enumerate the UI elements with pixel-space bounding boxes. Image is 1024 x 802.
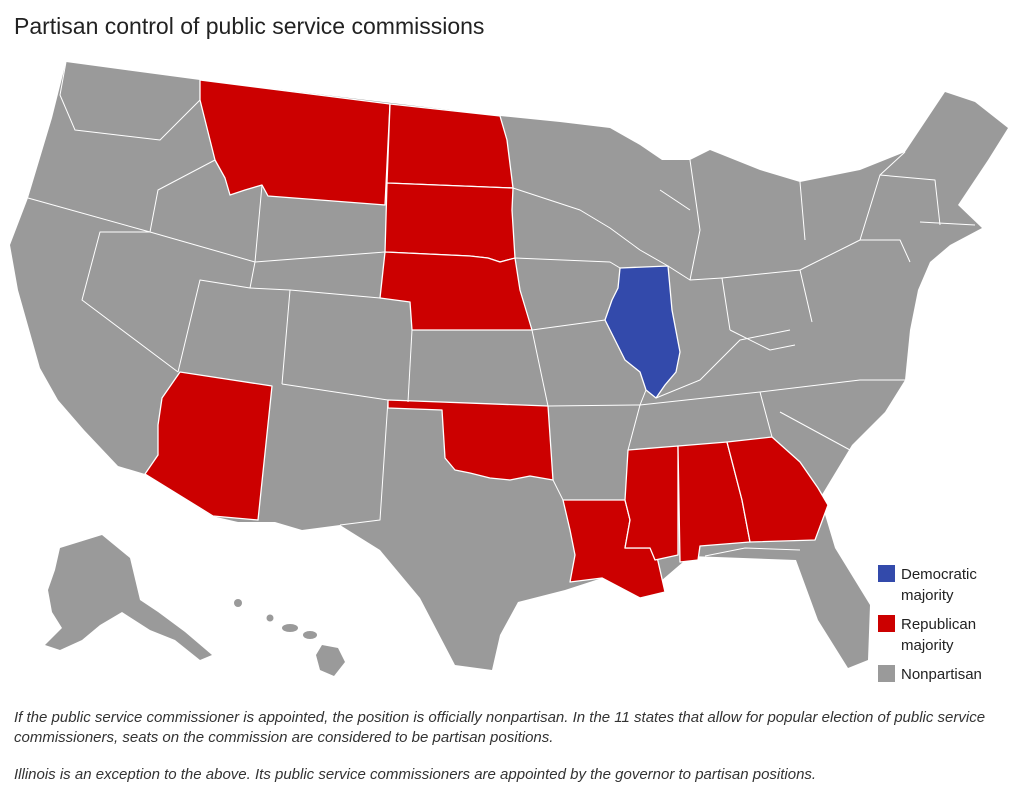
legend-label-nonpartisan: Nonpartisan: [901, 666, 982, 683]
state-north-dakota: [386, 103, 514, 189]
state-nebraska: [379, 251, 533, 331]
legend-swatch-nonpartisan: [878, 665, 895, 682]
legend-label-democratic: Democratic majority: [901, 566, 977, 604]
state-oklahoma: [387, 399, 554, 481]
legend: Democratic majority Republican majority …: [878, 564, 1011, 693]
footnote-illinois: Illinois is an exception to the above. I…: [14, 766, 817, 783]
state-montana: [199, 79, 391, 206]
map-title: Partisan control of public service commi…: [14, 13, 485, 39]
state-arizona: [144, 371, 273, 521]
alaska: [45, 535, 212, 660]
legend-label-republican: Republican majority: [901, 616, 977, 654]
footnote-appointed: If the public service commissioner is ap…: [14, 709, 986, 746]
legend-item-democratic: Democratic majority: [878, 564, 1011, 606]
legend-swatch-democratic: [878, 565, 895, 582]
state-borders: [27, 61, 976, 557]
legend-swatch-republican: [878, 615, 895, 632]
legend-item-nonpartisan: Nonpartisan: [878, 664, 1011, 685]
legend-item-republican: Republican majority: [878, 614, 1011, 656]
state-mississippi: [624, 445, 679, 561]
hawaii: [234, 599, 345, 676]
footnotes: If the public service commissioner is ap…: [14, 708, 1014, 802]
state-south-dakota: [384, 182, 516, 263]
state-georgia: [726, 436, 829, 543]
